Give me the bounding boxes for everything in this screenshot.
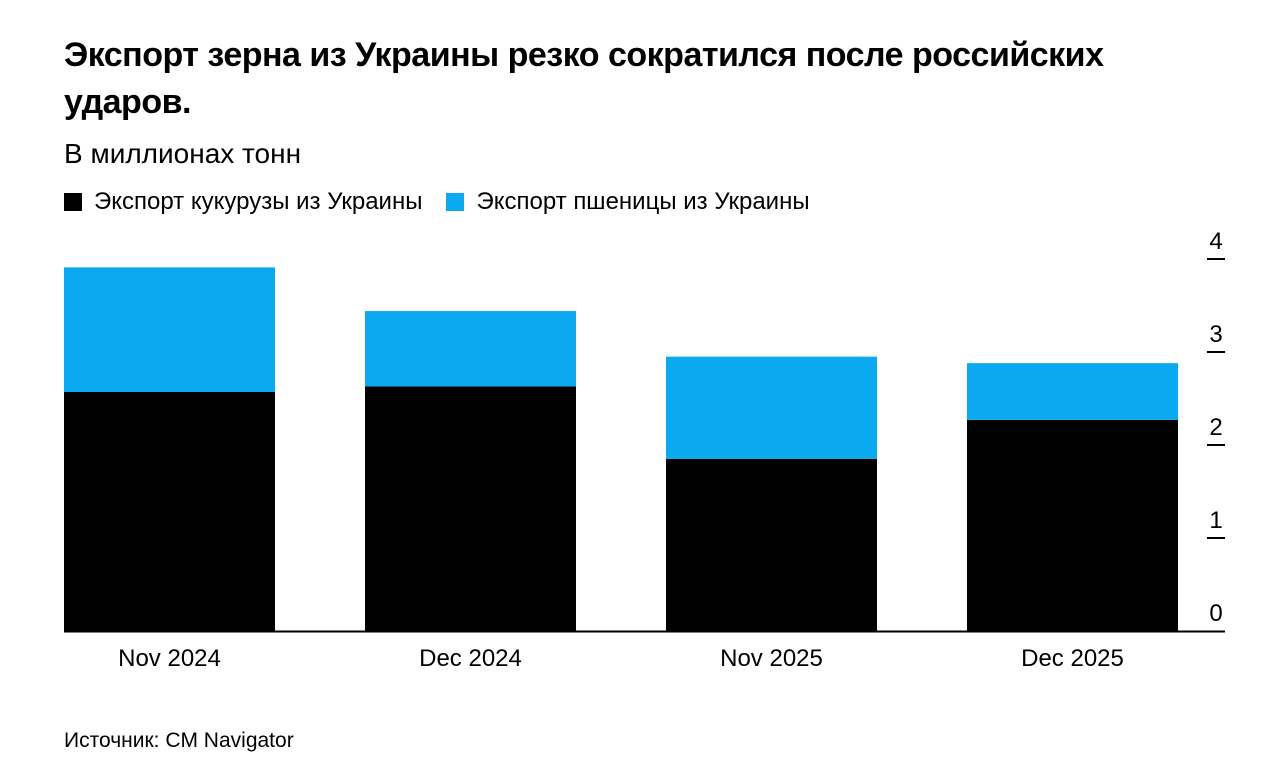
legend-swatch-wheat	[446, 193, 465, 211]
source-note: Источник: CM Navigator	[64, 729, 294, 752]
legend-item-corn: Экспорт кукурузы из Украины	[64, 186, 422, 218]
x-tick-label: Dec 2024	[419, 645, 522, 672]
y-tick-label: 1	[1209, 507, 1222, 534]
bar-wheat-nov-2024	[64, 267, 275, 392]
bar-corn-nov-2024	[64, 391, 275, 631]
legend-label-corn: Экспорт кукурузы из Украины	[94, 188, 423, 215]
legend-swatch-corn	[64, 193, 82, 211]
y-tick-label: 2	[1209, 414, 1222, 441]
chart-subtitle: В миллионах тонн	[64, 138, 302, 169]
y-tick-label: 4	[1209, 228, 1222, 255]
x-tick-label: Nov 2025	[720, 645, 823, 672]
legend-label-wheat: Экспорт пшеницы из Украины	[476, 188, 810, 215]
x-tick-label: Dec 2025	[1021, 645, 1124, 672]
y-tick-label: 0	[1209, 600, 1222, 627]
x-tick-label: Nov 2024	[118, 645, 221, 672]
bar-corn-nov-2025	[666, 458, 877, 631]
bar-wheat-dec-2025	[967, 363, 1178, 420]
bar-wheat-nov-2025	[666, 356, 877, 459]
legend: Экспорт кукурузы из Украины Экспорт пшен…	[64, 186, 834, 218]
chart-title: Экспорт зерна из Украины резко сократилс…	[64, 36, 1104, 121]
legend-item-wheat: Экспорт пшеницы из Украины	[446, 186, 810, 218]
y-tick-label: 3	[1209, 321, 1222, 348]
bar-wheat-dec-2024	[365, 311, 576, 387]
bar-corn-dec-2024	[365, 386, 576, 631]
bar-corn-dec-2025	[967, 419, 1178, 631]
